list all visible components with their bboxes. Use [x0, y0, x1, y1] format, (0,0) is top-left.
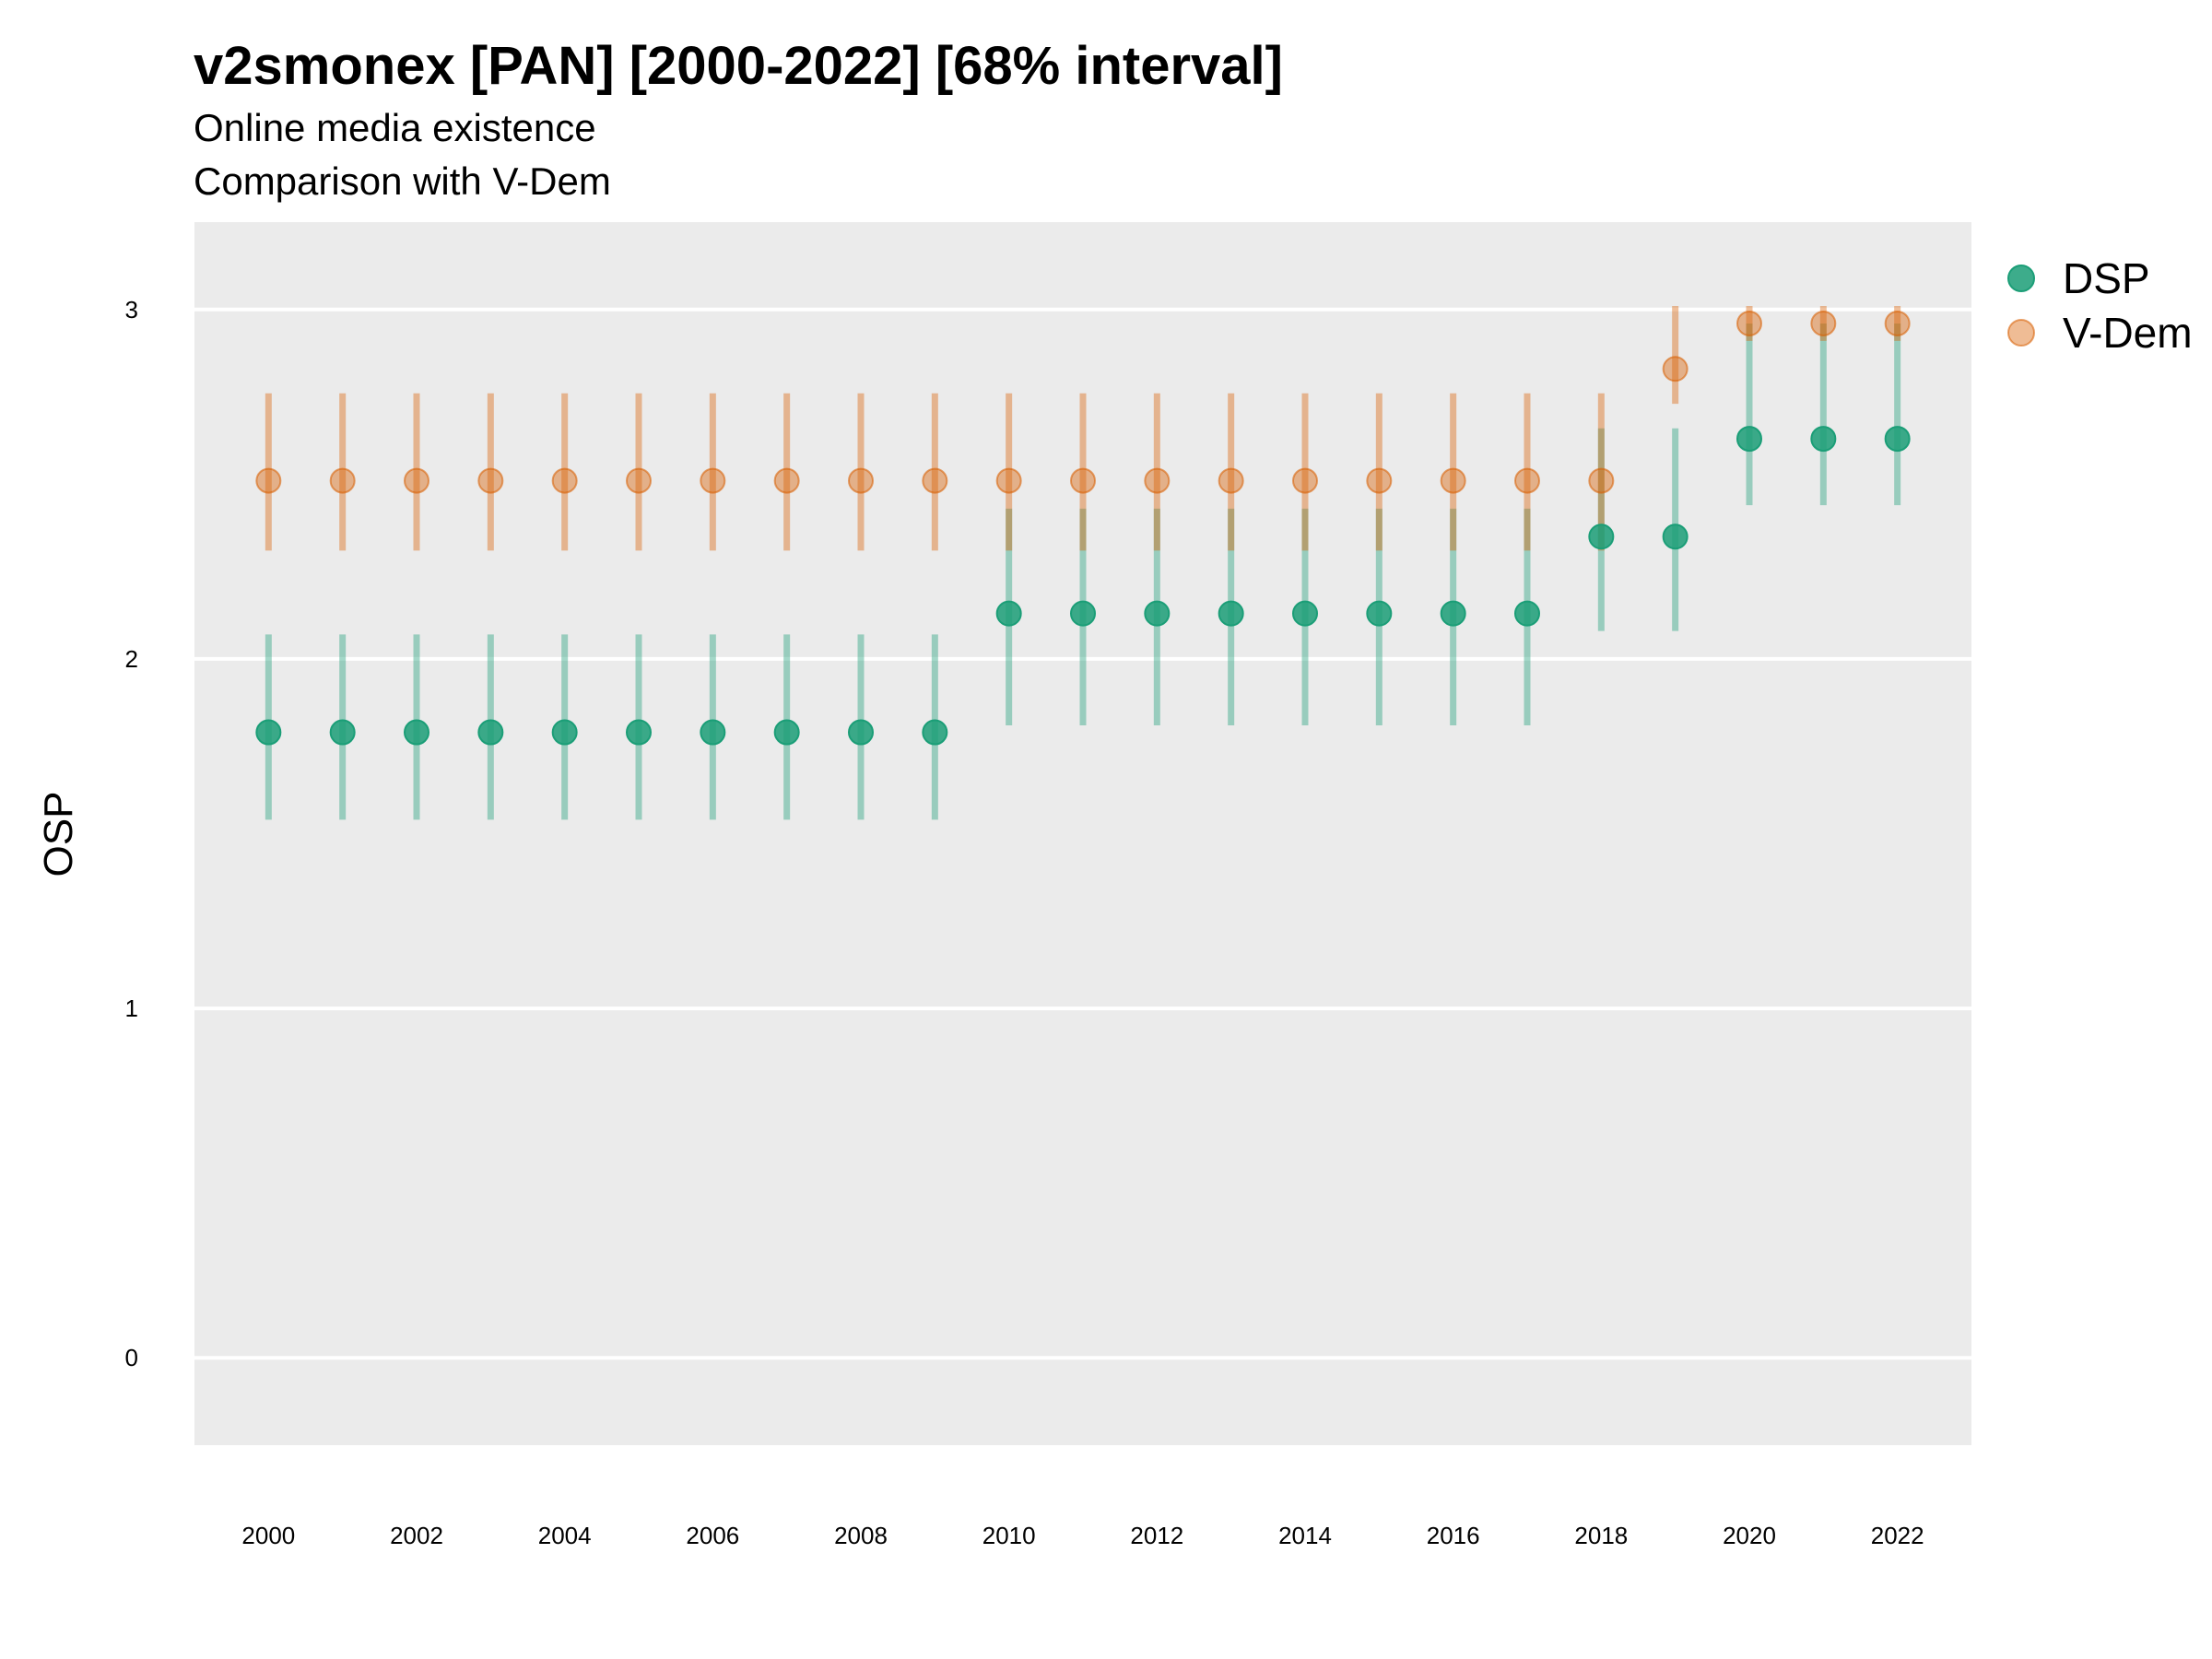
point-v-dem — [1884, 310, 1911, 336]
point-dsp — [1884, 426, 1911, 453]
y-tick-label: 2 — [125, 645, 138, 673]
legend-label-v-dem: V-Dem — [2063, 309, 2193, 357]
point-dsp — [773, 719, 800, 746]
legend-label-dsp: DSP — [2063, 254, 2150, 302]
point-v-dem — [1218, 467, 1244, 494]
point-v-dem — [329, 467, 356, 494]
point-dsp — [1218, 600, 1244, 627]
x-tick-label: 2018 — [1574, 1522, 1628, 1549]
x-tick-label: 2006 — [686, 1522, 739, 1549]
x-tick-label: 2014 — [1278, 1522, 1332, 1549]
y-tick-label: 0 — [125, 1344, 138, 1371]
point-dsp — [848, 719, 874, 746]
point-dsp — [1662, 524, 1688, 550]
chart-subtitle: Online media existence — [194, 106, 596, 149]
x-tick-label: 2004 — [538, 1522, 592, 1549]
point-dsp — [1070, 600, 1096, 627]
x-tick-label: 2008 — [834, 1522, 888, 1549]
point-v-dem — [477, 467, 504, 494]
point-v-dem — [773, 467, 800, 494]
x-tick-label: 2002 — [390, 1522, 443, 1549]
point-dsp — [1144, 600, 1171, 627]
point-v-dem — [1144, 467, 1171, 494]
y-axis-title: OSP — [36, 792, 81, 877]
y-tick-label: 1 — [125, 994, 138, 1022]
x-tick-label: 2022 — [1871, 1522, 1924, 1549]
legend-key-v-dem — [2007, 319, 2035, 347]
point-v-dem — [1810, 310, 1837, 336]
legend: DSP V-Dem — [2007, 254, 2193, 357]
legend-key-dsp — [2007, 265, 2035, 292]
point-dsp — [1366, 600, 1393, 627]
y-tick-label: 3 — [125, 296, 138, 324]
point-v-dem — [1588, 467, 1615, 494]
point-v-dem — [1736, 310, 1762, 336]
point-v-dem — [551, 467, 578, 494]
point-dsp — [1292, 600, 1318, 627]
chart-caption: Comparison with V-Dem — [194, 159, 611, 203]
x-tick-label: 2016 — [1427, 1522, 1480, 1549]
point-v-dem — [995, 467, 1022, 494]
point-v-dem — [848, 467, 874, 494]
point-v-dem — [1070, 467, 1096, 494]
point-dsp — [1588, 524, 1615, 550]
point-dsp — [1514, 600, 1540, 627]
x-tick-label: 2000 — [241, 1522, 295, 1549]
point-dsp — [626, 719, 652, 746]
x-tick-label: 2010 — [982, 1522, 1036, 1549]
chart-title: v2smonex [PAN] [2000-2022] [68% interval… — [194, 36, 1283, 96]
point-dsp — [922, 719, 948, 746]
point-v-dem — [626, 467, 652, 494]
data-points — [255, 310, 1911, 746]
point-v-dem — [1514, 467, 1540, 494]
point-v-dem — [1440, 467, 1466, 494]
point-v-dem — [1366, 467, 1393, 494]
point-dsp — [551, 719, 578, 746]
point-dsp — [995, 600, 1022, 627]
grid-lines — [194, 307, 1971, 1360]
x-tick-labels: 2000 2002 2004 2006 2008 2010 2012 2014 2016 2018… — [241, 1522, 1924, 1549]
y-tick-labels: 0 1 2 3 — [125, 296, 138, 1371]
point-dsp — [329, 719, 356, 746]
point-dsp — [700, 719, 726, 746]
point-dsp — [1810, 426, 1837, 453]
point-v-dem — [255, 467, 282, 494]
point-v-dem — [1292, 467, 1318, 494]
plot-panel — [194, 222, 1971, 1445]
x-tick-label: 2020 — [1723, 1522, 1776, 1549]
point-dsp — [477, 719, 504, 746]
point-dsp — [1736, 426, 1762, 453]
point-dsp — [255, 719, 282, 746]
point-v-dem — [700, 467, 726, 494]
point-v-dem — [922, 467, 948, 494]
point-v-dem — [1662, 356, 1688, 382]
point-dsp — [404, 719, 429, 746]
x-tick-label: 2012 — [1130, 1522, 1183, 1549]
point-v-dem — [404, 467, 429, 494]
point-dsp — [1440, 600, 1466, 627]
